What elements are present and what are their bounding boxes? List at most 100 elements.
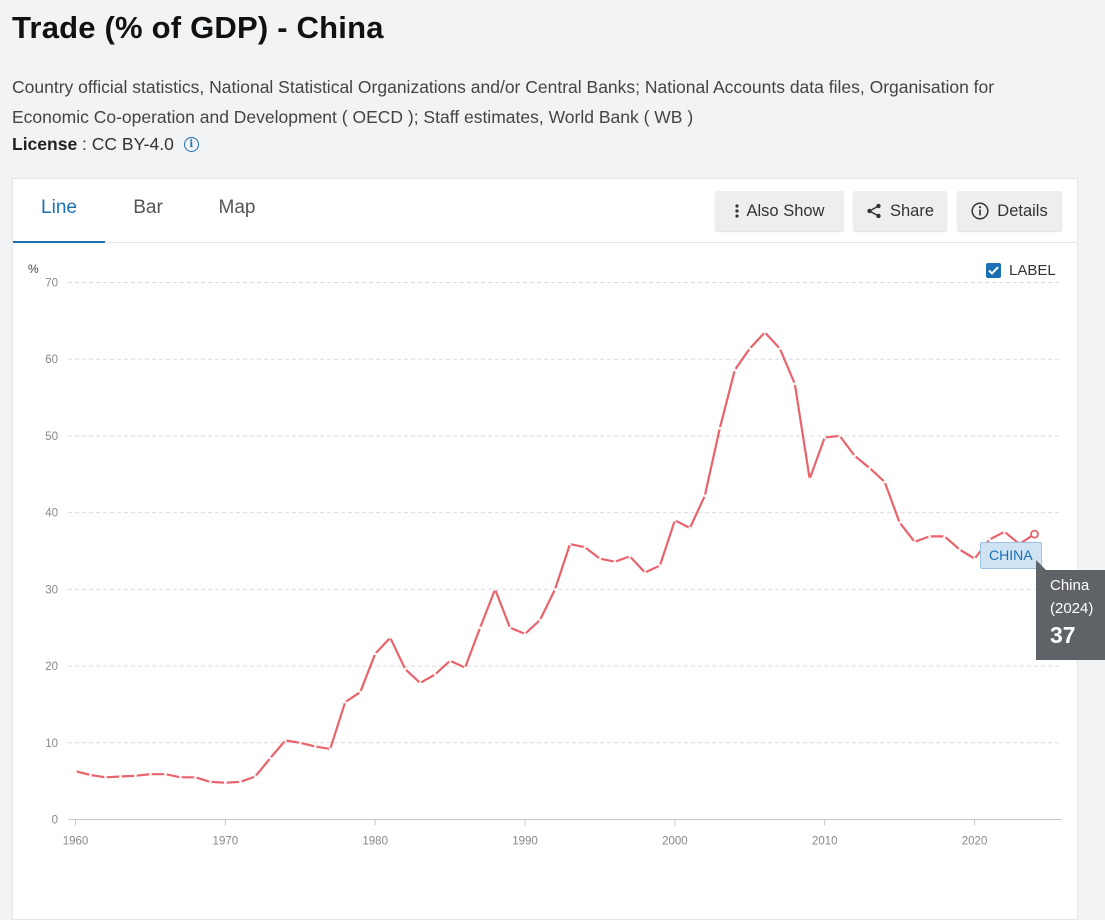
data-point xyxy=(568,542,572,546)
data-point xyxy=(358,690,362,694)
info-circle-icon xyxy=(971,202,989,220)
y-tick-label: 0 xyxy=(52,815,58,827)
data-point xyxy=(119,775,122,778)
data-point xyxy=(823,436,827,439)
y-tick-label: 70 xyxy=(45,278,58,290)
label-toggle[interactable]: LABEL xyxy=(986,262,1056,279)
data-point xyxy=(1003,530,1006,534)
data-point xyxy=(448,659,452,663)
tooltip-year: (2024) xyxy=(1050,600,1094,617)
data-point xyxy=(493,587,497,591)
data-point xyxy=(598,557,602,561)
details-button[interactable]: Details xyxy=(957,191,1062,231)
chart-panel: Line Bar Map Also Show Share Details xyxy=(12,178,1078,920)
data-point xyxy=(149,772,152,776)
data-point xyxy=(898,521,902,525)
tooltip-arrow xyxy=(1036,560,1046,570)
share-button[interactable]: Share xyxy=(853,191,947,231)
data-point xyxy=(178,775,182,779)
data-point xyxy=(808,477,812,481)
data-point xyxy=(74,769,77,773)
license-line: License : CC BY-4.0 i xyxy=(12,134,199,155)
tooltip-country: China xyxy=(1050,577,1090,594)
label-checkbox[interactable] xyxy=(986,263,1001,278)
data-point xyxy=(253,775,257,778)
info-icon[interactable]: i xyxy=(183,137,199,152)
y-tick-label: 40 xyxy=(45,508,58,520)
data-point-highlighted xyxy=(1030,529,1039,539)
data-point xyxy=(958,548,961,551)
data-point xyxy=(283,739,287,742)
share-label: Share xyxy=(889,201,935,220)
x-tick-label: 1960 xyxy=(63,836,89,848)
y-tick-label: 10 xyxy=(45,738,58,750)
data-point xyxy=(313,745,317,749)
data-point xyxy=(628,554,632,558)
data-point xyxy=(778,347,782,350)
data-point xyxy=(688,526,692,530)
tab-bar[interactable]: Bar xyxy=(133,197,163,218)
y-tick-label: 50 xyxy=(45,431,58,443)
data-point xyxy=(238,780,242,784)
tab-line[interactable]: Line xyxy=(13,179,105,243)
data-point xyxy=(883,480,887,484)
y-tick-label: 20 xyxy=(45,661,58,673)
data-point xyxy=(508,626,512,630)
data-point xyxy=(613,560,617,564)
label-toggle-text: LABEL xyxy=(1009,262,1056,279)
tooltip-value: 37 xyxy=(1050,622,1076,648)
series-line-china xyxy=(75,331,1036,784)
data-point xyxy=(388,636,392,640)
data-point xyxy=(538,618,542,622)
data-point xyxy=(164,772,167,776)
details-label: Details xyxy=(997,201,1048,220)
data-point xyxy=(943,535,946,538)
license-value: CC BY-4.0 xyxy=(91,134,174,154)
x-tick-label: 2000 xyxy=(662,836,688,848)
data-point xyxy=(328,747,332,751)
data-point xyxy=(268,756,272,760)
tab-map[interactable]: Map xyxy=(218,197,256,218)
data-point xyxy=(793,382,797,386)
data-point xyxy=(343,700,347,704)
data-point xyxy=(433,673,437,676)
y-tick-label: 30 xyxy=(45,584,58,596)
data-point xyxy=(868,466,872,470)
data-tooltip: China (2024) 37 xyxy=(1036,560,1105,660)
data-point xyxy=(583,545,587,549)
x-tick-label: 2010 xyxy=(812,836,838,848)
data-point xyxy=(703,494,707,498)
data-point xyxy=(733,368,737,372)
data-point xyxy=(418,681,422,685)
license-label: License xyxy=(12,134,78,154)
y-axis-unit: % xyxy=(28,262,39,276)
data-point xyxy=(553,587,557,591)
share-icon xyxy=(867,203,881,219)
data-point xyxy=(463,666,467,670)
data-point xyxy=(673,518,677,522)
data-point xyxy=(373,652,377,656)
data-point xyxy=(973,557,976,561)
data-point xyxy=(193,775,197,779)
checkmark-icon xyxy=(988,266,999,275)
data-point xyxy=(223,781,227,785)
data-point xyxy=(913,540,917,544)
data-point xyxy=(988,538,991,541)
data-point xyxy=(928,535,932,538)
chart-type-tabs: Line Bar Map Also Show Share Details xyxy=(13,179,1077,243)
page-title: Trade (% of GDP) - China xyxy=(12,10,384,45)
also-show-label: Also Show xyxy=(746,201,825,220)
x-tick-label: 2020 xyxy=(962,836,988,848)
data-point xyxy=(478,626,482,630)
data-point xyxy=(838,434,842,438)
series-label-china: CHINA xyxy=(980,542,1042,569)
also-show-button[interactable]: Also Show xyxy=(715,191,844,231)
license-separator: : xyxy=(77,134,92,154)
data-point xyxy=(523,632,527,636)
x-tick-label: 1970 xyxy=(213,836,239,848)
source-description: Country official statistics, National St… xyxy=(12,77,995,127)
data-point xyxy=(853,454,857,458)
more-vertical-icon xyxy=(734,204,739,218)
x-tick-label: 1980 xyxy=(362,836,388,848)
